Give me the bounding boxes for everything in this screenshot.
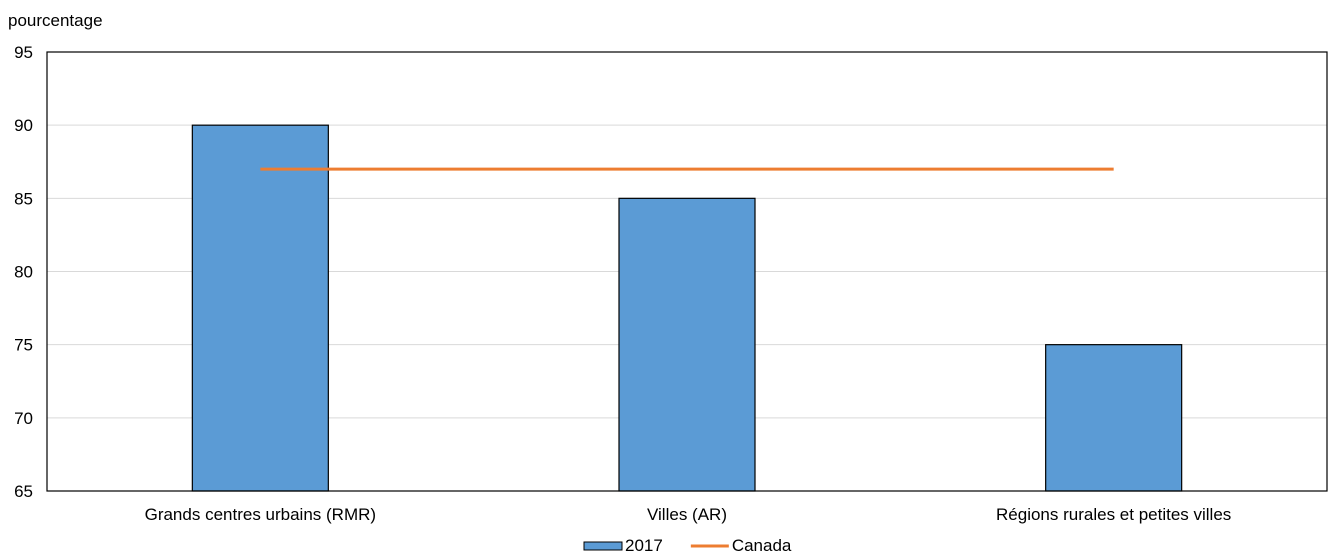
y-tick-label: 70 — [14, 409, 33, 428]
y-tick-label: 65 — [14, 482, 33, 501]
y-axis-ticks: 65 70 75 80 85 90 95 — [14, 43, 33, 501]
legend: 2017 Canada — [583, 536, 792, 555]
legend-label: 2017 — [625, 536, 663, 555]
bar — [191, 124, 329, 492]
y-tick-label: 80 — [14, 263, 33, 282]
plot-area-frame — [46, 51, 1328, 492]
y-tick-label: 95 — [14, 43, 33, 62]
y-tick-label: 90 — [14, 116, 33, 135]
legend-swatch-bar — [583, 541, 623, 551]
y-tick-label: 85 — [14, 189, 33, 208]
y-axis-label: pourcentage — [8, 11, 103, 30]
bar — [618, 197, 756, 492]
x-tick-label: Grands centres urbains (RMR) — [145, 505, 376, 524]
bar — [1045, 344, 1183, 492]
y-tick-label: 75 — [14, 336, 33, 355]
x-tick-label: Villes (AR) — [647, 505, 727, 524]
x-axis-category-labels: Grands centres urbains (RMR) Villes (AR) R… — [145, 505, 1232, 524]
legend-label: Canada — [732, 536, 792, 555]
x-tick-label: Régions rurales et petites villes — [996, 505, 1231, 524]
bar-series — [191, 124, 1183, 492]
